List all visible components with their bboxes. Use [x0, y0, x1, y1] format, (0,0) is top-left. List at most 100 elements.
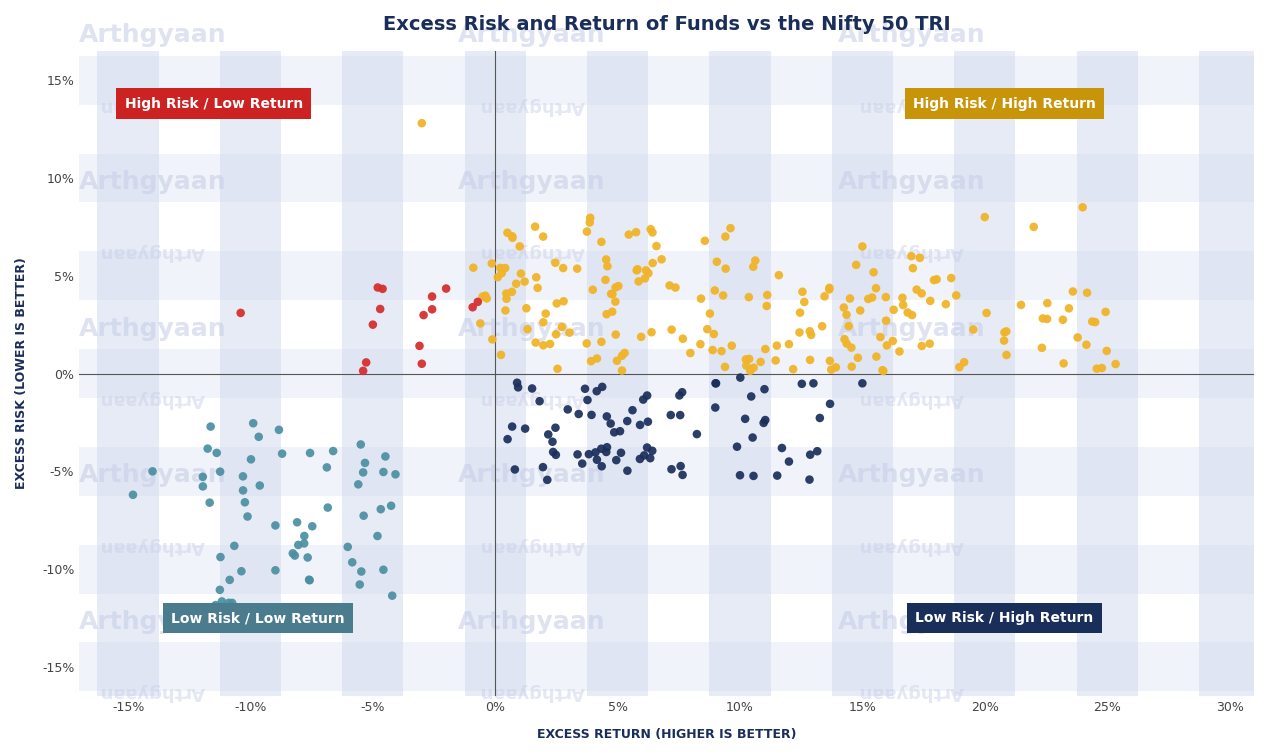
- Point: [269, 424, 289, 436]
- Point: [853, 240, 873, 253]
- Point: [924, 274, 944, 286]
- Point: [547, 297, 567, 309]
- Point: [511, 268, 532, 280]
- Point: [244, 417, 264, 429]
- Point: [533, 339, 553, 352]
- Point: [595, 274, 615, 286]
- Point: [634, 449, 655, 461]
- Point: [288, 539, 308, 551]
- Point: [807, 445, 827, 457]
- Point: [505, 463, 525, 476]
- Point: [722, 339, 742, 352]
- Point: [525, 221, 546, 233]
- Text: Arthgyaan: Arthgyaan: [859, 97, 964, 115]
- Point: [1037, 313, 1057, 325]
- Point: [482, 333, 503, 345]
- Text: Arthgyaan: Arthgyaan: [838, 317, 985, 340]
- Text: Arthgyaan: Arthgyaan: [480, 537, 585, 555]
- X-axis label: EXCESS RETURN (HIGHER IS BETTER): EXCESS RETURN (HIGHER IS BETTER): [537, 728, 797, 741]
- Point: [892, 292, 912, 304]
- Bar: [1199, 51, 1260, 696]
- Point: [697, 323, 717, 335]
- Point: [670, 409, 690, 421]
- Text: Arthgyaan: Arthgyaan: [859, 683, 964, 702]
- Point: [231, 565, 251, 578]
- Point: [815, 290, 835, 302]
- Point: [577, 394, 598, 406]
- Point: [834, 333, 854, 345]
- Text: Arthgyaan: Arthgyaan: [79, 463, 226, 488]
- Point: [836, 338, 857, 350]
- Point: [206, 599, 226, 611]
- Point: [826, 361, 846, 373]
- Point: [353, 365, 373, 377]
- Point: [799, 473, 820, 485]
- Point: [233, 485, 254, 497]
- Point: [386, 468, 406, 480]
- Point: [820, 282, 840, 294]
- Point: [581, 409, 602, 421]
- Point: [515, 423, 536, 435]
- Point: [714, 361, 735, 373]
- Point: [381, 500, 401, 512]
- Point: [591, 236, 612, 248]
- Point: [533, 316, 553, 328]
- Point: [207, 447, 227, 459]
- Point: [1037, 297, 1057, 309]
- Point: [742, 432, 763, 444]
- Point: [949, 361, 970, 373]
- Point: [567, 262, 588, 274]
- Point: [222, 596, 242, 609]
- Point: [522, 383, 542, 395]
- Point: [317, 501, 338, 513]
- Text: Arthgyaan: Arthgyaan: [859, 243, 964, 262]
- Point: [739, 353, 759, 365]
- Point: [704, 328, 725, 340]
- Point: [265, 564, 286, 576]
- Point: [598, 260, 618, 272]
- Point: [877, 339, 897, 352]
- Point: [673, 386, 693, 398]
- Point: [567, 448, 588, 460]
- Text: Arthgyaan: Arthgyaan: [838, 23, 985, 47]
- Point: [475, 290, 495, 302]
- Point: [585, 446, 605, 458]
- Point: [772, 442, 792, 454]
- Point: [739, 291, 759, 303]
- Point: [758, 289, 778, 301]
- Point: [580, 216, 600, 228]
- Point: [617, 415, 637, 427]
- Point: [503, 420, 523, 432]
- Point: [235, 496, 255, 508]
- Point: [665, 281, 685, 293]
- Point: [863, 266, 883, 278]
- Point: [516, 302, 537, 314]
- Point: [199, 497, 220, 509]
- Point: [660, 280, 680, 292]
- Point: [605, 281, 626, 293]
- Point: [581, 355, 602, 367]
- Point: [302, 520, 322, 532]
- Point: [779, 338, 799, 350]
- Point: [631, 331, 651, 343]
- Point: [472, 290, 492, 302]
- Point: [883, 304, 904, 316]
- Point: [1091, 362, 1112, 374]
- Point: [744, 470, 764, 482]
- Point: [642, 445, 662, 457]
- Point: [212, 596, 232, 608]
- Point: [673, 469, 693, 481]
- Point: [769, 269, 789, 281]
- Text: Arthgyaan: Arthgyaan: [458, 23, 605, 47]
- Point: [1076, 339, 1096, 351]
- Text: High Risk / High Return: High Risk / High Return: [912, 97, 1095, 110]
- Point: [976, 307, 996, 319]
- Point: [1086, 363, 1107, 375]
- Point: [338, 541, 358, 553]
- Point: [591, 336, 612, 348]
- Point: [1011, 299, 1032, 311]
- Point: [1082, 315, 1103, 327]
- Point: [373, 466, 393, 478]
- Text: Arthgyaan: Arthgyaan: [79, 317, 226, 340]
- Point: [637, 389, 657, 401]
